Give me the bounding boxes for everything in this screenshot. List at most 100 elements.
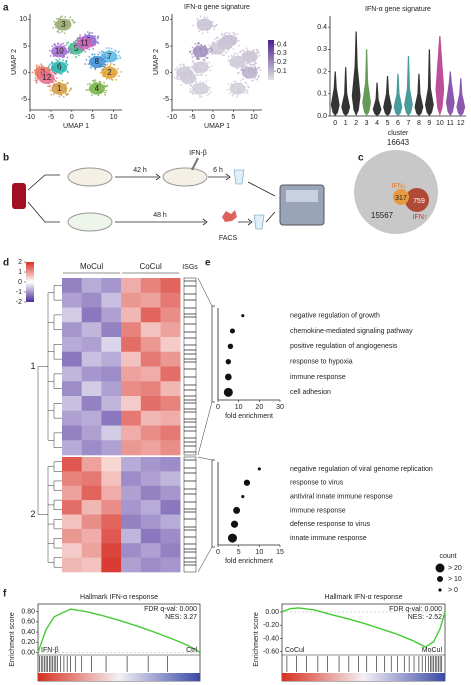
sequencer-panel	[286, 190, 318, 202]
cluster	[88, 56, 105, 68]
cell-dot	[49, 89, 52, 92]
cell-dot	[209, 91, 212, 93]
heatmap-cell	[140, 440, 161, 456]
heatmap-cell	[62, 528, 82, 544]
x-tick-label: 5	[91, 114, 95, 121]
dendrogram	[42, 461, 62, 568]
cell-dot	[65, 62, 68, 64]
heatmap-cell	[62, 471, 82, 487]
cell-dot	[198, 58, 201, 60]
cell-dot	[230, 54, 233, 57]
cluster	[229, 56, 246, 68]
violin	[404, 56, 413, 116]
cell-dot	[256, 78, 258, 81]
heatmap-cell	[62, 351, 82, 367]
cell-dot	[49, 63, 52, 66]
cell-dot	[176, 76, 179, 79]
heatmap-cell	[121, 366, 142, 382]
cell-dot	[180, 83, 183, 86]
cell-dot	[210, 65, 213, 68]
cell-dot	[109, 64, 112, 67]
cell-dot	[198, 94, 201, 97]
heatmap-cell	[81, 381, 102, 397]
venn-down-count: 317	[395, 195, 407, 202]
cell-dot	[209, 69, 211, 72]
venn-up-label: IFN↑	[413, 214, 428, 221]
heatmap-cell	[81, 366, 102, 382]
cell-dot	[257, 74, 260, 77]
cell-dot	[71, 18, 74, 21]
cell-dot	[57, 42, 60, 45]
cell-dot	[254, 65, 256, 68]
nes: NES: -2.52	[408, 614, 442, 621]
cell-dot	[66, 63, 69, 66]
cell-dot	[209, 50, 211, 53]
venn-up	[405, 188, 429, 212]
cell-dot	[213, 38, 216, 41]
cell-dot	[47, 69, 50, 72]
tube	[233, 169, 265, 230]
cell-dot	[227, 55, 230, 58]
panel-label: b	[3, 153, 9, 164]
heatmap-cell	[101, 278, 122, 294]
cell-dot	[67, 41, 70, 44]
axis	[217, 462, 280, 546]
cluster-label: 1	[57, 84, 62, 93]
dendrogram-root	[37, 366, 42, 515]
heatmap-cell	[62, 292, 82, 308]
cell-dot	[49, 55, 52, 57]
heatmap-cell	[160, 366, 181, 382]
heatmap-cell	[81, 278, 102, 294]
heatmap-cell	[81, 440, 102, 456]
cell-dot	[241, 53, 244, 56]
cell-dot	[208, 61, 211, 64]
heatmap-cell	[101, 381, 122, 397]
cell-dot	[36, 79, 38, 82]
cell-dot	[176, 74, 179, 77]
cluster-label: 2	[107, 68, 112, 77]
cell-dot	[104, 60, 107, 63]
workflow-label: 48 h	[153, 212, 167, 219]
cell-dot	[34, 77, 37, 79]
heatmap-cell	[81, 396, 102, 412]
cell-dot	[215, 40, 218, 42]
heatmap-cell	[140, 307, 161, 323]
y-tick-label: 5	[165, 43, 169, 50]
heatmap-cell	[160, 514, 181, 530]
cell-dot	[106, 84, 109, 87]
cell-dot	[245, 62, 248, 65]
cluster-label: 10	[55, 46, 64, 55]
x-axis-label: fold enrichment	[225, 413, 273, 420]
x-axis-label: UMAP 1	[204, 123, 230, 130]
cell-dot	[206, 94, 209, 97]
cell-dot	[210, 47, 213, 50]
heatmap-cell	[160, 381, 181, 397]
cell-dot	[58, 95, 61, 98]
heatmap-cell	[160, 396, 181, 412]
colorbar-tick-label: 0.2	[277, 59, 287, 66]
cell-dot	[79, 36, 81, 38]
cell-dot	[105, 78, 108, 80]
cell-dot	[119, 56, 122, 59]
heatmap-cell	[121, 528, 142, 544]
x-tick-label: 10	[235, 404, 243, 411]
cell-dot	[194, 42, 197, 45]
y-tick-label: 10	[19, 16, 27, 23]
cell-dot	[223, 34, 226, 36]
cell-dot	[52, 71, 55, 74]
cluster	[196, 18, 213, 31]
right-label: MoCul	[422, 647, 443, 654]
cell-dot	[93, 53, 96, 56]
cell-dot	[251, 79, 254, 82]
x-tick-label: -10	[167, 114, 177, 121]
left-label: IFN-β	[41, 647, 59, 654]
cluster	[51, 45, 68, 58]
term-label: chemokine-mediated signaling pathway	[290, 328, 413, 335]
y-tick-label: 5	[23, 43, 27, 50]
cell-dot	[244, 81, 247, 84]
cell-dot	[74, 56, 77, 59]
cell-dot	[200, 43, 203, 46]
cell-dot	[247, 62, 249, 65]
heatmap-cell	[140, 337, 161, 353]
cell-dot	[97, 37, 99, 40]
